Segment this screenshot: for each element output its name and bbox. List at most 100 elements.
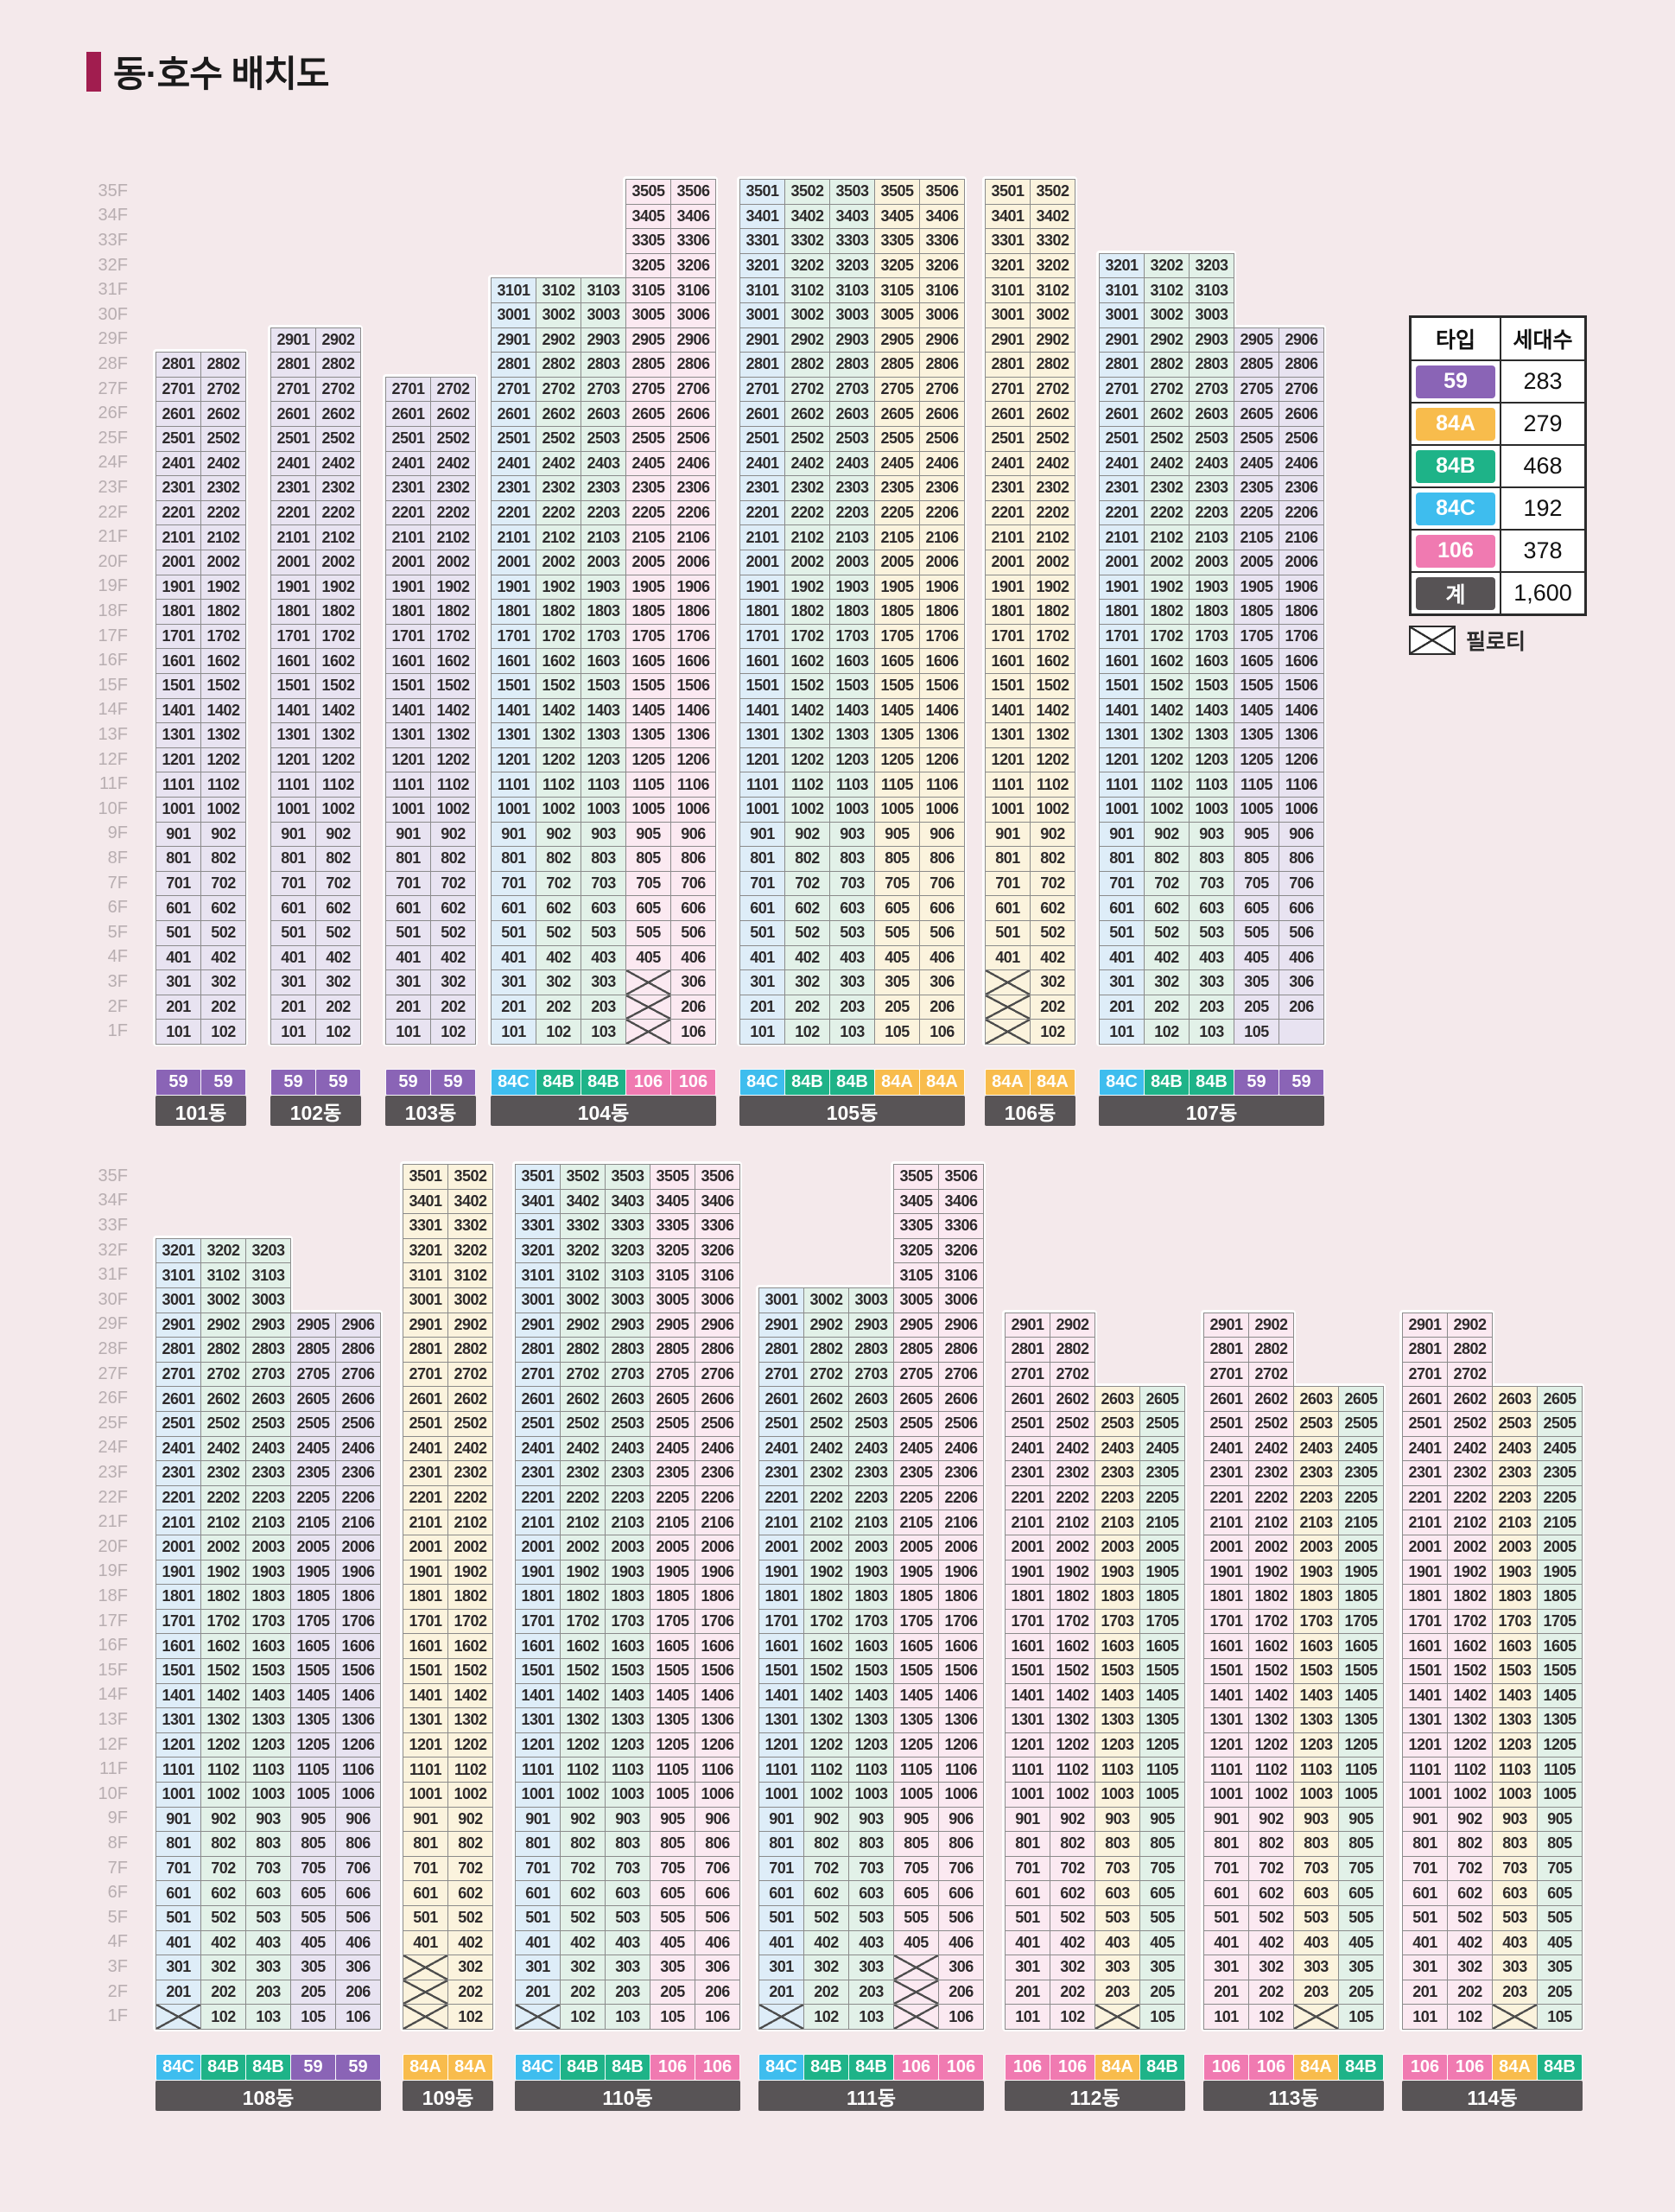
unit-cell: 1802 (1144, 599, 1190, 625)
unit-cell: 2802 (784, 352, 830, 378)
unit-cell: 903 (605, 1806, 650, 1833)
unit-cell: 503 (829, 920, 875, 946)
unit-cell: 505 (874, 920, 920, 946)
unit-cell: 102 (1030, 1019, 1075, 1045)
unit-cell: 1805 (1338, 1584, 1384, 1610)
unit-cell: 2203 (829, 499, 875, 526)
unit-cell: 205 (290, 1979, 336, 2005)
unit-cell: 1802 (803, 1584, 849, 1610)
unit-cell: 2802 (1248, 1337, 1294, 1363)
floor-label: 18F (98, 601, 128, 620)
unit-cell: 1802 (1050, 1584, 1095, 1610)
unit-cell: 2506 (670, 426, 716, 452)
unit-cell: 2602 (1050, 1386, 1095, 1412)
floor-label: 17F (98, 1611, 128, 1630)
unit-cell: 3002 (200, 1287, 246, 1313)
piloti-cell (758, 2004, 804, 2030)
unit-cell: 1205 (874, 747, 920, 773)
unit-cell: 105 (1139, 2004, 1185, 2030)
unit-cell: 2301 (985, 475, 1031, 501)
unit-cell: 2602 (1447, 1386, 1493, 1412)
unit-cell: 1001 (1402, 1782, 1448, 1808)
unit-cell: 1205 (290, 1732, 336, 1758)
floor-label: 24F (98, 1438, 128, 1458)
unit-cell: 602 (315, 895, 361, 921)
unit-cell: 2203 (1492, 1484, 1538, 1511)
unit-cell: 1206 (335, 1732, 381, 1758)
unit-cell: 1206 (919, 747, 965, 773)
unit-cell: 2801 (155, 1337, 201, 1363)
unit-cell: 503 (848, 1905, 894, 1931)
unit-cell: 2703 (829, 376, 875, 403)
floor-label: 5F (107, 922, 128, 942)
unit-cell: 903 (1492, 1806, 1538, 1833)
type-chip: 84B (1139, 2054, 1185, 2081)
unit-cell: 2403 (1492, 1435, 1538, 1462)
unit-cell: 1106 (670, 772, 716, 798)
unit-cell: 1105 (874, 772, 920, 798)
unit-cell: 701 (515, 1855, 561, 1882)
unit-cell: 402 (315, 944, 361, 971)
unit-cell: 1201 (270, 747, 316, 773)
unit-cell: 1505 (625, 673, 671, 699)
unit-cell: 1105 (1537, 1757, 1583, 1783)
unit-cell: 2102 (784, 524, 830, 550)
unit-cell: 2205 (1537, 1484, 1583, 1511)
floor-label: 19F (98, 576, 128, 596)
unit-cell: 803 (605, 1831, 650, 1857)
unit-cell: 805 (650, 1831, 695, 1857)
unit-cell: 601 (491, 895, 536, 921)
unit-cell: 2501 (155, 1411, 201, 1437)
unit-cell: 2801 (1099, 352, 1145, 378)
unit-cell: 2805 (874, 352, 920, 378)
unit-cell: 2703 (1189, 376, 1234, 403)
unit-cell: 1101 (403, 1757, 448, 1783)
unit-cell: 802 (803, 1831, 849, 1857)
unit-cell: 1201 (403, 1732, 448, 1758)
unit-cell: 1605 (625, 648, 671, 674)
unit-cell: 2803 (829, 352, 875, 378)
unit-cell: 3506 (938, 1164, 984, 1190)
unit-cell: 2703 (848, 1361, 894, 1388)
unit-cell: 603 (581, 895, 626, 921)
unit-cell: 1401 (758, 1682, 804, 1709)
unit-cell: 2602 (1248, 1386, 1294, 1412)
unit-cell: 2302 (200, 1460, 246, 1486)
type-chip: 59 (385, 1069, 431, 1096)
unit-cell: 1903 (1293, 1559, 1339, 1586)
unit-cell: 1306 (1278, 722, 1324, 748)
unit-cell: 503 (605, 1905, 650, 1931)
unit-cell: 2105 (625, 524, 671, 550)
unit-cell: 2202 (1447, 1484, 1493, 1511)
unit-cell: 1501 (1005, 1658, 1050, 1684)
unit-cell: 2702 (200, 376, 246, 403)
unit-cell: 2002 (315, 550, 361, 575)
unit-cell: 502 (784, 920, 830, 946)
unit-cell: 702 (1030, 870, 1075, 897)
unit-cell: 1003 (1492, 1782, 1538, 1808)
unit-cell: 1503 (829, 673, 875, 699)
unit-cell: 705 (650, 1855, 695, 1882)
type-chip: 84B (1144, 1069, 1190, 1096)
unit-cell: 702 (784, 870, 830, 897)
unit-cell: 1103 (848, 1757, 894, 1783)
unit-cell: 302 (1447, 1955, 1493, 1980)
unit-cell: 1803 (848, 1584, 894, 1610)
unit-cell: 1501 (403, 1658, 448, 1684)
unit-cell: 303 (1492, 1955, 1538, 1980)
unit-cell: 2401 (385, 450, 431, 477)
unit-cell: 202 (200, 994, 246, 1020)
unit-cell: 2303 (245, 1460, 291, 1486)
unit-cell: 506 (1278, 920, 1324, 946)
unit-cell: 3406 (938, 1188, 984, 1215)
unit-cell: 1005 (893, 1782, 939, 1808)
unit-cell: 1401 (739, 697, 785, 724)
unit-cell: 1806 (335, 1584, 381, 1610)
unit-cell: 703 (245, 1855, 291, 1882)
unit-cell: 202 (536, 994, 581, 1020)
unit-cell: 2303 (1293, 1460, 1339, 1486)
unit-cell: 206 (1278, 994, 1324, 1020)
unit-cell: 1501 (270, 673, 316, 699)
unit-cell: 2602 (315, 401, 361, 427)
unit-cell: 802 (200, 846, 246, 872)
